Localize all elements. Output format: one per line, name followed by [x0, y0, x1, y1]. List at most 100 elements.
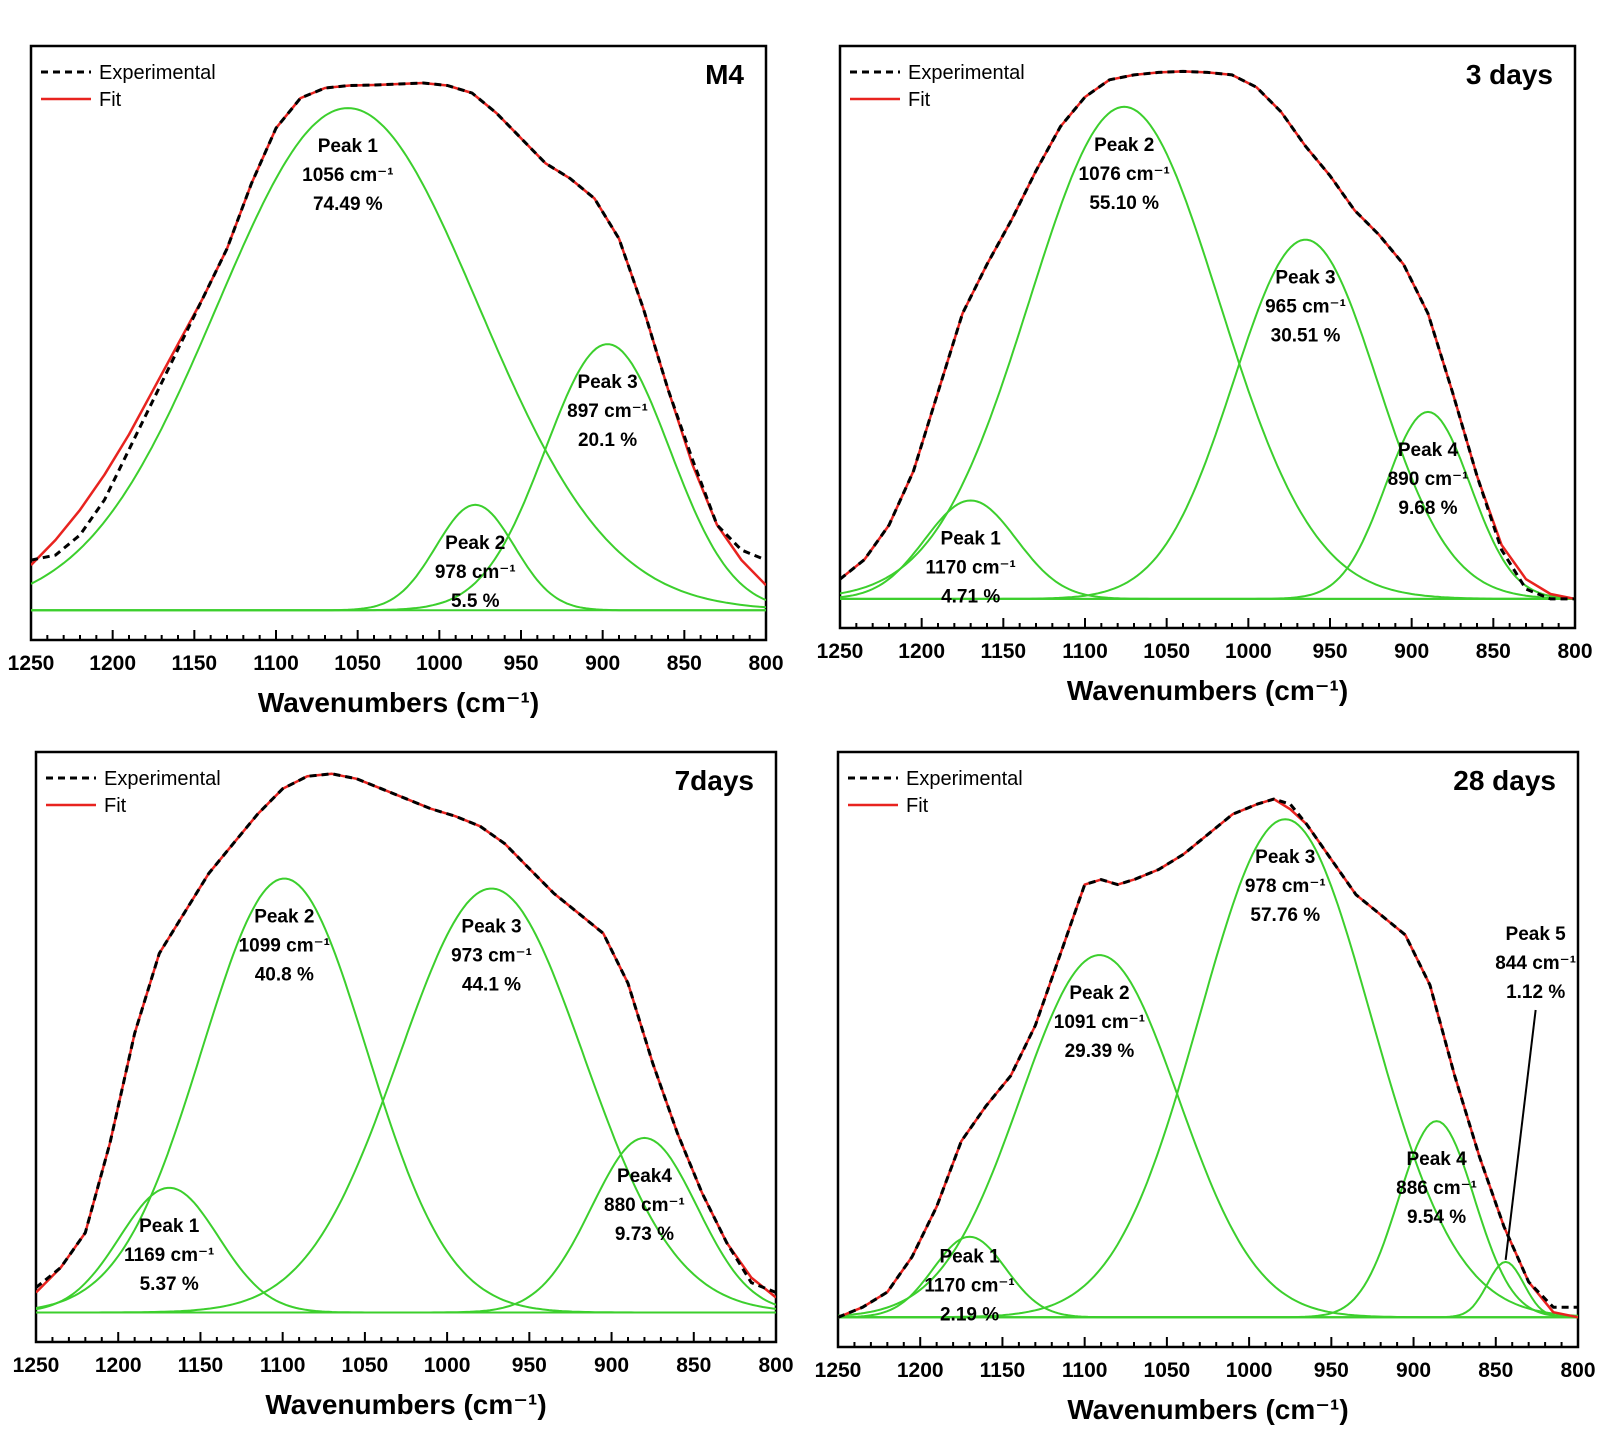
experimental-line — [36, 772, 776, 1294]
experimental-line — [840, 69, 1575, 601]
peak-label: Peak 4 — [1406, 1149, 1467, 1170]
peak-label: Peak 5 — [1506, 924, 1567, 945]
x-axis-label: Wavenumbers (cm⁻¹) — [1067, 675, 1348, 706]
plot-frame — [836, 750, 1580, 1349]
panel-4: 1250 1200 1150 1100 1050 1000 950 900 850 800 Wave… — [815, 750, 1596, 1425]
x-tick-label: 1150 — [172, 652, 218, 675]
x-tick-label: 1200 — [897, 1359, 944, 1382]
peak-area: 9.54 % — [1407, 1207, 1466, 1228]
x-tick-label: 850 — [1476, 640, 1511, 663]
peak-center: 1099 cm⁻¹ — [239, 936, 330, 957]
x-axis-label: Wavenumbers (cm⁻¹) — [265, 1389, 546, 1420]
peak-area: 9.73 % — [615, 1224, 674, 1245]
peak-label: Peak 2 — [1069, 983, 1129, 1004]
x-tick-label: 850 — [667, 652, 702, 675]
panel-title: 3 days — [1466, 59, 1553, 90]
fit-line — [31, 81, 766, 587]
x-tick-label: 1050 — [334, 652, 381, 675]
peak-annotation-3: Peak 3 973 cm⁻¹ 44.1 % — [451, 917, 532, 996]
peak-center: 978 cm⁻¹ — [435, 562, 516, 583]
x-tick-label: 1250 — [8, 652, 55, 675]
legend: Experimental Fit — [46, 768, 221, 817]
peak-curve-1 — [840, 499, 1575, 600]
peak-curve-2 — [31, 503, 766, 612]
peak-label: Peak 2 — [445, 533, 505, 554]
peak-area: 29.39 % — [1065, 1041, 1135, 1062]
x-tick-label: 1100 — [1062, 1359, 1108, 1382]
peak-label: Peak 3 — [1275, 268, 1335, 289]
legend: Experimental Fit — [41, 62, 216, 111]
peak-area: 9.68 % — [1398, 498, 1457, 519]
fit-line — [840, 70, 1575, 601]
peak-curve-1 — [31, 107, 766, 609]
plot-area — [36, 772, 776, 1314]
peak-annotation-1: Peak 1 1056 cm⁻¹ 74.49 % — [302, 136, 393, 215]
peak-annotation-2: Peak 2 978 cm⁻¹ 5.5 % — [435, 533, 516, 612]
x-tick-label: 900 — [594, 1354, 629, 1377]
panel-3: 1250 1200 1150 1100 1050 1000 950 900 850 800 Wave… — [13, 750, 794, 1420]
legend-label-fit: Fit — [104, 795, 127, 817]
peak-center: 1170 cm⁻¹ — [926, 557, 1016, 578]
panel-2: 1250 1200 1150 1100 1050 1000 950 900 850 800 Wave… — [817, 44, 1593, 706]
x-tick-label: 1000 — [424, 1354, 471, 1377]
legend: Experimental Fit — [848, 768, 1023, 817]
peak-annotation-2: Peak 2 1076 cm⁻¹ 55.10 % — [1079, 135, 1170, 214]
plot-frame — [838, 44, 1577, 630]
x-axis-label: Wavenumbers (cm⁻¹) — [1067, 1394, 1348, 1425]
x-tick-label: 850 — [1478, 1359, 1513, 1382]
x-tick-label: 1000 — [1226, 1359, 1273, 1382]
peak-center: 1056 cm⁻¹ — [302, 165, 393, 186]
x-tick-label: 950 — [503, 652, 538, 675]
peak-center: 978 cm⁻¹ — [1245, 876, 1326, 897]
legend-label-fit: Fit — [99, 89, 122, 111]
peak-label: Peak 3 — [461, 917, 521, 938]
x-tick-label: 900 — [1394, 640, 1429, 663]
x-tick-label: 1250 — [13, 1354, 60, 1377]
peak-curve-5 — [838, 1260, 1578, 1319]
peak-center: 1170 cm⁻¹ — [924, 1275, 1014, 1296]
fit-line — [838, 797, 1578, 1319]
x-tick-label: 850 — [676, 1354, 711, 1377]
callout-line — [1504, 1009, 1537, 1261]
plot-area — [838, 797, 1578, 1319]
legend-label-experimental: Experimental — [906, 768, 1023, 790]
plot-frame — [29, 44, 768, 642]
peak-annotation-2: Peak 2 1091 cm⁻¹ 29.39 % — [1054, 983, 1145, 1062]
x-tick-label: 1100 — [260, 1354, 306, 1377]
x-tick-label: 1250 — [817, 640, 864, 663]
x-tick-label: 800 — [748, 652, 783, 675]
panel-title: M4 — [705, 59, 744, 90]
peak-label: Peak 3 — [577, 372, 637, 393]
legend-label-fit: Fit — [908, 89, 931, 111]
peak-area: 20.1 % — [578, 430, 637, 451]
peak-curve-2 — [840, 105, 1575, 600]
x-tick-label: 1050 — [342, 1354, 389, 1377]
panel-1: 1250 1200 1150 1100 1050 1000 950 900 850 800 Wave… — [8, 44, 784, 718]
peak-label: Peak 4 — [1398, 440, 1459, 461]
peak-label: Peak 1 — [139, 1216, 200, 1237]
peak-center: 897 cm⁻¹ — [567, 401, 648, 422]
peak-annotation-1: Peak 1 1170 cm⁻¹ 2.19 % — [924, 1246, 1014, 1325]
peak-area: 2.19 % — [940, 1304, 999, 1325]
x-tick-label: 900 — [1396, 1359, 1431, 1382]
peak-center: 886 cm⁻¹ — [1396, 1178, 1477, 1199]
peak-label: Peak 1 — [318, 136, 379, 157]
x-tick-label: 1000 — [1225, 640, 1272, 663]
legend-label-experimental: Experimental — [99, 62, 216, 84]
x-tick-label: 1200 — [89, 652, 136, 675]
legend: Experimental Fit — [850, 62, 1025, 111]
peak-annotation-5: Peak 5 844 cm⁻¹ 1.12 % — [1495, 924, 1576, 1261]
peak-center: 1169 cm⁻¹ — [124, 1245, 214, 1266]
x-tick-label: 950 — [1314, 1359, 1349, 1382]
panel-title: 7days — [675, 765, 754, 796]
experimental-line — [31, 81, 766, 562]
x-tick-label: 800 — [758, 1354, 793, 1377]
peak-area: 4.71 % — [941, 586, 1000, 607]
peak-area: 40.8 % — [255, 965, 314, 986]
x-tick-label: 800 — [1557, 640, 1592, 663]
legend-label-fit: Fit — [906, 795, 929, 817]
peak-area: 5.37 % — [140, 1274, 199, 1295]
peak-area: 55.10 % — [1089, 193, 1159, 214]
peak-annotation-1: Peak 1 1170 cm⁻¹ 4.71 % — [926, 528, 1016, 607]
x-tick-label: 1150 — [981, 640, 1027, 663]
